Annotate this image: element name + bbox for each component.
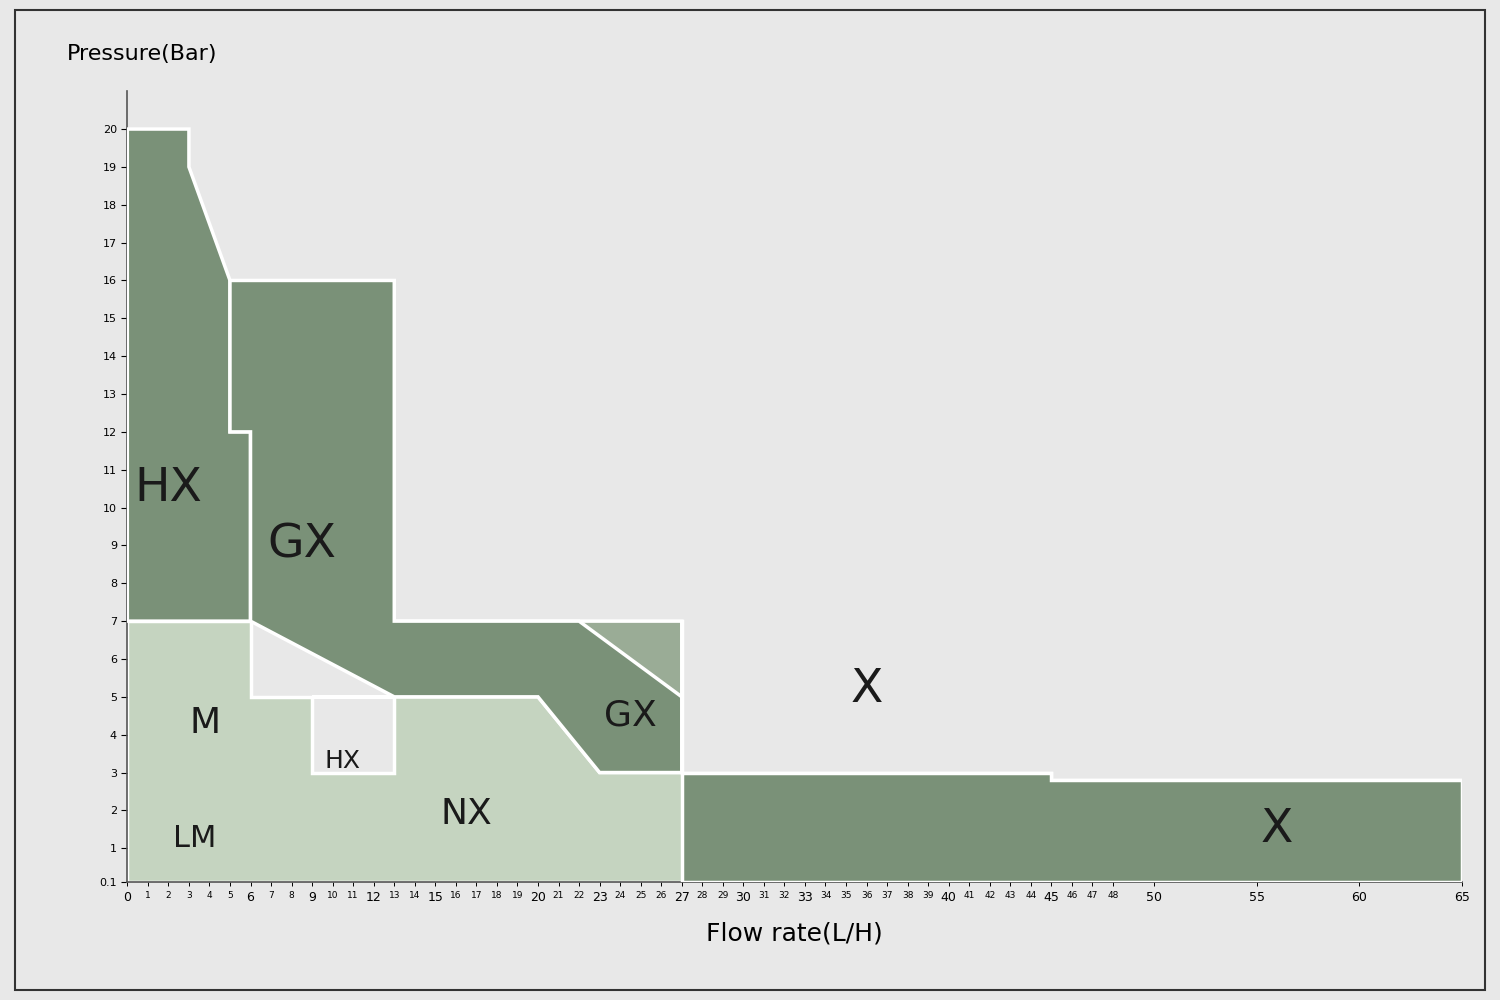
Polygon shape — [681, 773, 1462, 882]
Text: NX: NX — [441, 797, 492, 831]
Text: M: M — [190, 706, 220, 740]
Text: Pressure(Bar): Pressure(Bar) — [68, 44, 218, 64]
Text: HX: HX — [135, 466, 202, 511]
Polygon shape — [312, 621, 681, 773]
X-axis label: Flow rate(L/H): Flow rate(L/H) — [706, 921, 884, 945]
Text: X: X — [850, 667, 882, 712]
Polygon shape — [128, 621, 1462, 882]
Polygon shape — [230, 280, 681, 773]
Text: GX: GX — [267, 523, 336, 568]
Text: LM: LM — [174, 824, 217, 853]
Polygon shape — [128, 129, 250, 621]
Text: GX: GX — [604, 699, 657, 733]
Text: HX: HX — [326, 749, 362, 773]
Text: X: X — [1262, 807, 1293, 852]
